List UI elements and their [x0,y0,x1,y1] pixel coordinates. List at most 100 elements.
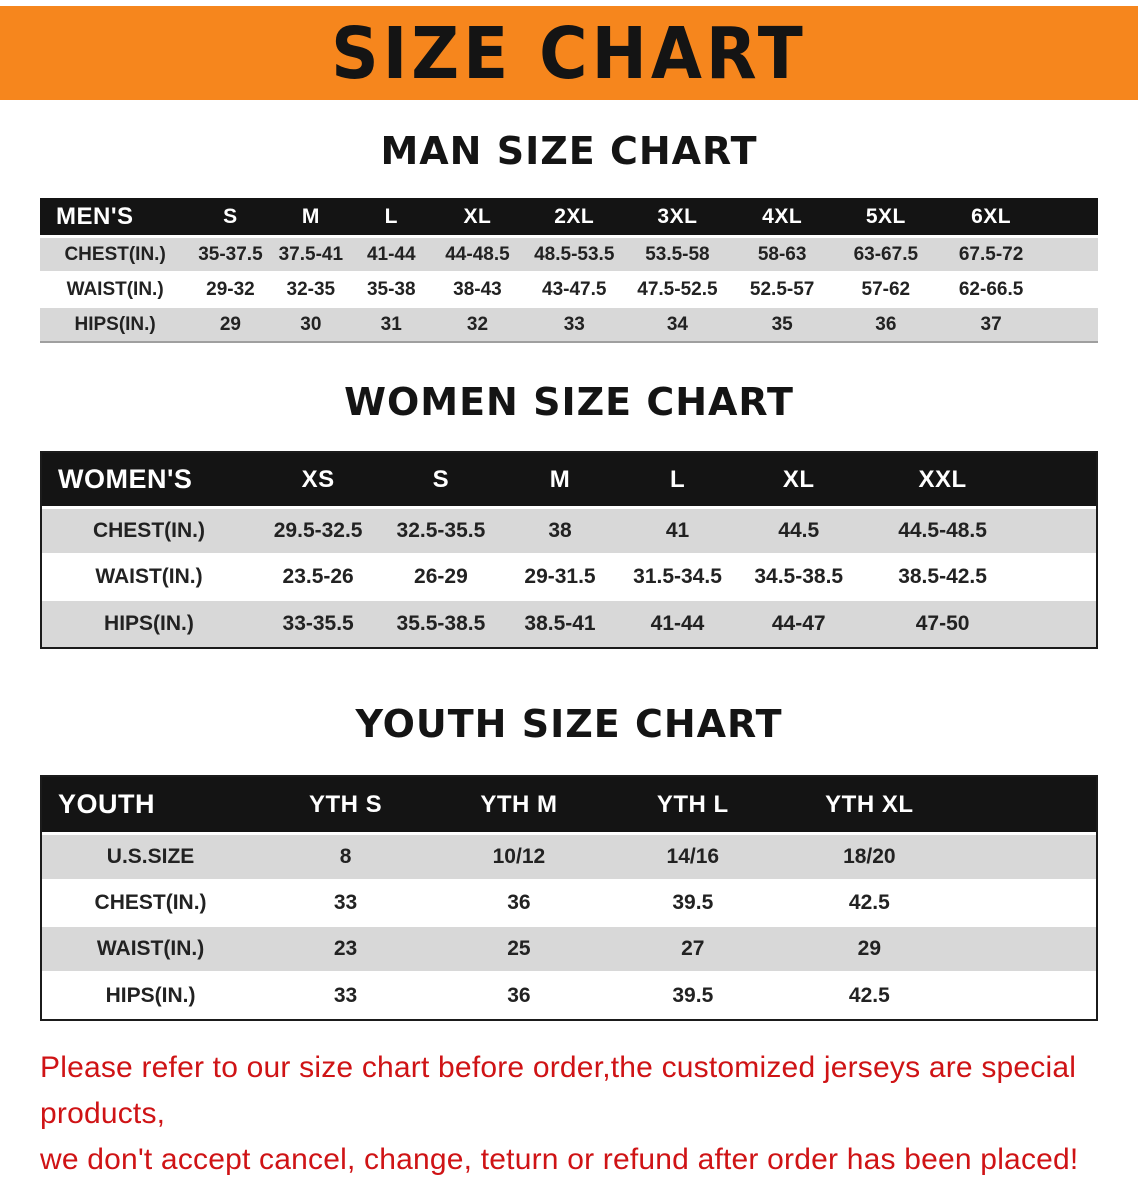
measurement-value: 37.5-41 [270,238,352,273]
men-size-section: MAN SIZE CHART MEN'S S M L XL 2XL 3XL 4XL 5XL 6XL… [0,128,1138,343]
measurement-value: 29.5-32.5 [255,509,381,555]
measurement-value: 58-63 [729,238,835,273]
measurement-value: 38 [501,509,619,555]
table-title-cell: MEN'S [40,198,191,238]
table-row: HIPS(IN.) 33 36 39.5 42.5 [42,973,1096,1019]
row-label: HIPS(IN.) [40,308,191,343]
row-label: CHEST(IN.) [40,238,191,273]
measurement-value: 27 [605,927,780,973]
row-label: WAIST(IN.) [40,273,191,308]
measurement-value: 42.5 [779,881,959,927]
size-column-header: 4XL [729,198,835,238]
table-row: WAIST(IN.) 23.5-26 26-29 29-31.5 31.5-34.5 34… [42,555,1096,601]
measurement-value: 33 [259,973,432,1019]
size-column-header: 2XL [523,198,626,238]
measurement-value: 29 [779,927,959,973]
size-column-header: YTH M [431,777,606,835]
measurement-value: 32-35 [270,273,352,308]
table-row: CHEST(IN.) 29.5-32.5 32.5-35.5 38 41 44.5 44.5… [42,509,1096,555]
measurement-value: 8 [259,835,432,881]
measurement-value: 31.5-34.5 [618,555,737,601]
spacer-cell [1045,238,1098,273]
spacer-cell [958,835,1096,881]
measurement-value: 36 [431,973,606,1019]
measurement-value: 48.5-53.5 [523,238,626,273]
measurement-value: 47-50 [860,601,1025,647]
measurement-value: 36 [431,881,606,927]
measurement-value: 18/20 [779,835,959,881]
size-column-header: XL [431,198,524,238]
measurement-value: 29-32 [190,273,271,308]
measurement-value: 44.5-48.5 [860,509,1025,555]
measurement-value: 44-47 [736,601,861,647]
table-row: U.S.SIZE 8 10/12 14/16 18/20 [42,835,1096,881]
women-chart-heading: WOMEN SIZE CHART [344,380,794,424]
measurement-value: 35-37.5 [190,238,271,273]
measurement-value: 33 [259,881,432,927]
size-column-header: XXL [860,453,1025,509]
spacer-cell [1024,555,1096,601]
measurement-value: 41-44 [351,238,432,273]
table-header-row: YOUTH YTH S YTH M YTH L YTH XL [42,777,1096,835]
measurement-value: 38.5-41 [501,601,619,647]
size-column-header: L [618,453,737,509]
measurement-value: 31 [351,308,432,343]
measurement-value: 41 [618,509,737,555]
spacer-cell [1024,509,1096,555]
measurement-value: 44.5 [736,509,861,555]
size-column-header: XS [255,453,381,509]
women-size-table-wrap: WOMEN'S XS S M L XL XXL CHEST(IN.) 29.5-32.5 32.5… [40,451,1098,649]
table-row: WAIST(IN.) 23 25 27 29 [42,927,1096,973]
measurement-value: 67.5-72 [937,238,1046,273]
disclaimer: Please refer to our size chart before or… [40,1045,1098,1183]
row-label: U.S.SIZE [42,835,260,881]
measurement-value: 25 [431,927,606,973]
measurement-value: 42.5 [779,973,959,1019]
measurement-value: 43-47.5 [523,273,626,308]
row-label: CHEST(IN.) [42,509,256,555]
table-row: HIPS(IN.) 29 30 31 32 33 34 35 36 37 [40,308,1098,343]
disclaimer-line-1: Please refer to our size chart before or… [40,1051,1077,1130]
size-column-header: S [380,453,502,509]
spacer-cell [1045,308,1098,343]
spacer-cell [958,881,1096,927]
measurement-value: 29-31.5 [501,555,619,601]
row-label: WAIST(IN.) [42,927,260,973]
measurement-value: 32.5-35.5 [380,509,502,555]
measurement-value: 30 [270,308,352,343]
row-label: CHEST(IN.) [42,881,260,927]
row-label: WAIST(IN.) [42,555,256,601]
row-label: HIPS(IN.) [42,601,256,647]
size-column-header: YTH S [259,777,432,835]
table-row: WAIST(IN.) 29-32 32-35 35-38 38-43 43-47.5 47.… [40,273,1098,308]
spacer-cell [1045,198,1098,238]
size-column-header: 5XL [834,198,938,238]
women-size-table: WOMEN'S XS S M L XL XXL CHEST(IN.) 29.5-32.5 32.5… [42,453,1096,647]
banner-title: SIZE CHART [331,11,807,95]
disclaimer-line-2: we don't accept cancel, change, teturn o… [40,1143,1079,1176]
measurement-value: 34.5-38.5 [736,555,861,601]
men-size-table-wrap: MEN'S S M L XL 2XL 3XL 4XL 5XL 6XL CHEST(IN.) 35-37… [40,198,1098,343]
spacer-cell [958,973,1096,1019]
size-column-header: YTH L [605,777,780,835]
measurement-value: 23.5-26 [255,555,381,601]
measurement-value: 35-38 [351,273,432,308]
measurement-value: 35.5-38.5 [380,601,502,647]
spacer-cell [958,927,1096,973]
table-header-row: WOMEN'S XS S M L XL XXL [42,453,1096,509]
measurement-value: 39.5 [605,881,780,927]
measurement-value: 32 [431,308,524,343]
spacer-cell [1045,273,1098,308]
youth-chart-heading: YOUTH SIZE CHART [355,702,783,746]
table-row: HIPS(IN.) 33-35.5 35.5-38.5 38.5-41 41-44 44-… [42,601,1096,647]
youth-size-table: YOUTH YTH S YTH M YTH L YTH XL U.S.SIZE 8 10/12… [42,777,1096,1019]
measurement-value: 62-66.5 [937,273,1046,308]
measurement-value: 34 [625,308,730,343]
measurement-value: 47.5-52.5 [625,273,730,308]
spacer-cell [1024,453,1096,509]
size-column-header: M [270,198,352,238]
measurement-value: 33 [523,308,626,343]
spacer-cell [958,777,1096,835]
table-row: CHEST(IN.) 35-37.5 37.5-41 41-44 44-48.5 48.5… [40,238,1098,273]
measurement-value: 63-67.5 [834,238,938,273]
